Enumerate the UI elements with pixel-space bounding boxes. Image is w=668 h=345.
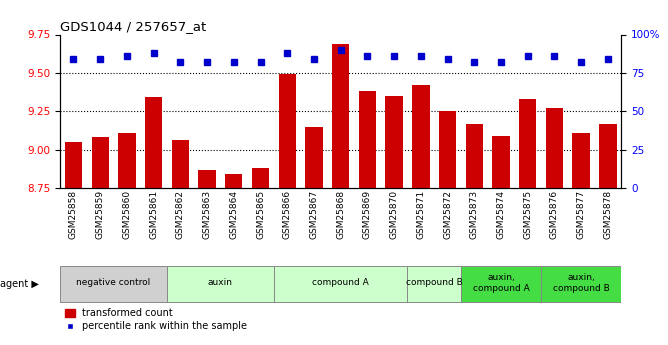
Text: GSM25862: GSM25862 [176, 189, 185, 238]
Text: GSM25869: GSM25869 [363, 189, 372, 239]
Text: GSM25864: GSM25864 [229, 189, 238, 238]
Bar [332, 44, 349, 188]
Bar [546, 108, 563, 188]
Bar [541, 266, 621, 302]
Text: agent ▶: agent ▶ [0, 279, 39, 289]
Text: GSM25861: GSM25861 [149, 189, 158, 239]
Bar [279, 75, 296, 188]
Bar [65, 142, 82, 188]
Text: compound A: compound A [313, 278, 369, 287]
Text: GSM25867: GSM25867 [309, 189, 319, 239]
Bar [461, 266, 541, 302]
Text: GSM25859: GSM25859 [96, 189, 105, 239]
Bar [225, 174, 242, 188]
Bar [274, 266, 407, 302]
Legend: transformed count, percentile rank within the sample: transformed count, percentile rank withi… [65, 308, 247, 332]
Text: GSM25876: GSM25876 [550, 189, 559, 239]
Text: GSM25870: GSM25870 [389, 189, 399, 239]
Bar [118, 133, 136, 188]
Bar [385, 96, 403, 188]
Bar [359, 91, 376, 188]
Text: compound B: compound B [406, 278, 462, 287]
Text: GSM25868: GSM25868 [336, 189, 345, 239]
Bar [252, 168, 269, 188]
Bar [519, 99, 536, 188]
Text: negative control: negative control [76, 278, 151, 287]
Bar [92, 137, 109, 188]
Bar [466, 124, 483, 188]
Bar [407, 266, 461, 302]
Bar [145, 97, 162, 188]
Bar [572, 133, 590, 188]
Text: auxin,
compound B: auxin, compound B [553, 273, 609, 293]
Bar [492, 136, 510, 188]
Text: GSM25874: GSM25874 [496, 189, 506, 238]
Bar [599, 124, 617, 188]
Bar [305, 127, 323, 188]
Text: GSM25872: GSM25872 [443, 189, 452, 238]
Text: auxin,
compound A: auxin, compound A [473, 273, 529, 293]
Text: GSM25858: GSM25858 [69, 189, 78, 239]
Text: GSM25878: GSM25878 [603, 189, 613, 239]
Text: GSM25863: GSM25863 [202, 189, 212, 239]
Bar [60, 266, 167, 302]
Bar [167, 266, 274, 302]
Bar [172, 140, 189, 188]
Text: GSM25875: GSM25875 [523, 189, 532, 239]
Bar [198, 170, 216, 188]
Text: GSM25865: GSM25865 [256, 189, 265, 239]
Text: GSM25860: GSM25860 [122, 189, 132, 239]
Text: GDS1044 / 257657_at: GDS1044 / 257657_at [60, 20, 206, 33]
Text: GSM25873: GSM25873 [470, 189, 479, 239]
Text: GSM25871: GSM25871 [416, 189, 426, 239]
Text: GSM25877: GSM25877 [576, 189, 586, 239]
Bar [439, 111, 456, 188]
Text: auxin: auxin [208, 278, 233, 287]
Text: GSM25866: GSM25866 [283, 189, 292, 239]
Bar [412, 85, 430, 188]
